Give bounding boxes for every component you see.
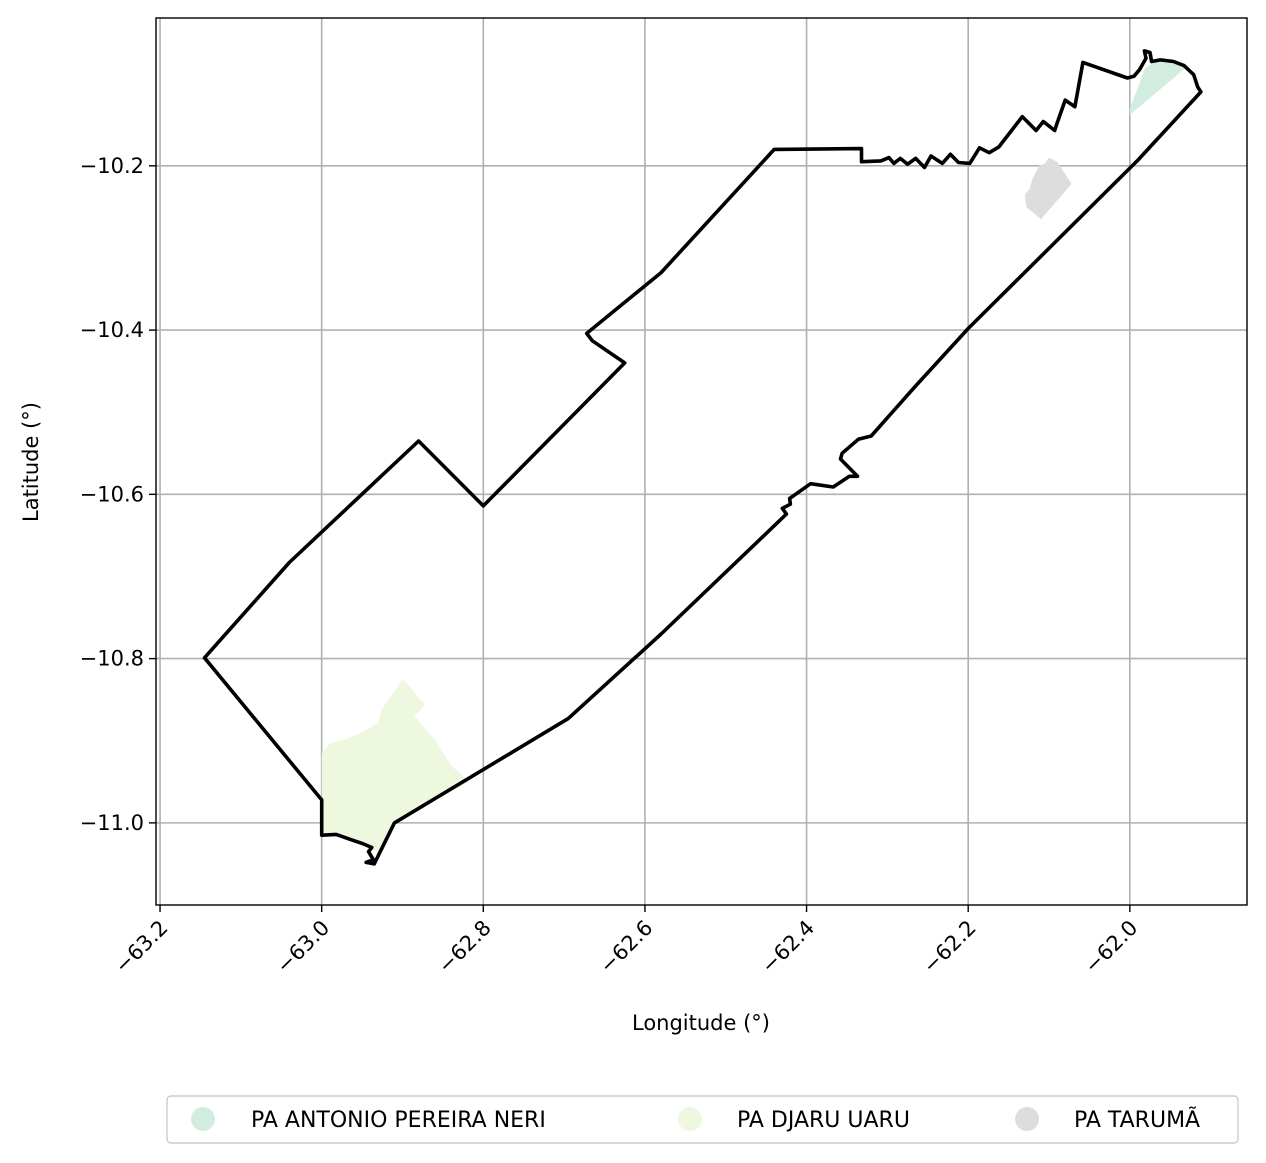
plot-frame: [155, 17, 1248, 906]
legend-marker-taruma: [1015, 1107, 1039, 1131]
legend-label-taruma: PA TARUMÃ: [1074, 1106, 1200, 1133]
regions-layer: [321, 59, 1187, 853]
region-pa-taruma: [1024, 157, 1072, 220]
legend: PA ANTONIO PEREIRA NERI PA DJARU UARU PA…: [166, 1095, 1239, 1144]
y-tick-label-0: −10.2: [80, 154, 144, 178]
y-tick-label-3: −10.8: [80, 647, 144, 671]
y-tick-label-4: −11.0: [80, 811, 144, 835]
x-axis-label: Longitude (°): [632, 1011, 770, 1035]
municipality-boundary: [202, 49, 1203, 866]
y-axis-ticks: −10.2 −10.4 −10.6 −10.8 −11.0: [80, 154, 156, 835]
legend-label-djaru-uaru: PA DJARU UARU: [737, 1108, 910, 1133]
region-pa-djaru-uaru: [321, 679, 469, 853]
y-axis-label: Latitude (°): [19, 402, 43, 522]
legend-label-antonio-pereira-neri: PA ANTONIO PEREIRA NERI: [251, 1108, 546, 1133]
y-tick-label-2: −10.6: [80, 482, 144, 506]
legend-marker-antonio-pereira-neri: [191, 1107, 215, 1131]
legend-frame: [166, 1095, 1239, 1144]
y-tick-label-1: −10.4: [80, 318, 144, 342]
boundary-layer: [202, 49, 1203, 866]
legend-marker-djaru-uaru: [678, 1107, 702, 1131]
region-pa-antonio-pereira-neri: [1129, 59, 1187, 115]
plot-area: [155, 17, 1248, 906]
